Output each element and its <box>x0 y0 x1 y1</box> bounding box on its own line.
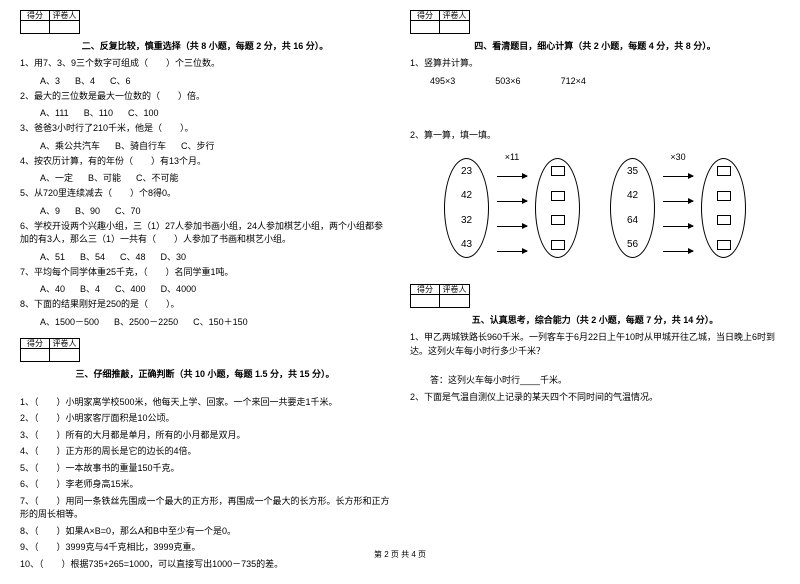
mult-label-1: ×11 <box>497 152 527 162</box>
answer-box[interactable] <box>551 166 565 176</box>
answer-box[interactable] <box>551 240 565 250</box>
page-footer: 第 2 页 共 4 页 <box>0 549 800 560</box>
score-box-5: 得分 评卷人 <box>410 284 780 308</box>
q3-1: 1、（ ）小明家离学校500米，他每天上学、回家。一个来回一共要走1千米。 <box>20 396 390 410</box>
mult-label-2: ×30 <box>663 152 693 162</box>
calc-a: 495×3 <box>430 76 455 86</box>
q3-8: 8、（ ）如果A×B=0，那么A和B中至少有一个是0。 <box>20 525 390 539</box>
q2-8-opts: A、1500－500B、2500－2250C、150＋150 <box>40 315 390 328</box>
q5-2: 2、下面是气温自测仪上记录的某天四个不同时间的气温情况。 <box>410 391 780 405</box>
arrow-icon <box>497 176 527 177</box>
score-box: 得分 评卷人 <box>20 10 390 34</box>
q2-5-opts: A、9B、90C、70 <box>40 204 390 217</box>
q2-3: 3、爸爸3小时行了210千米，他是（ ）。 <box>20 122 390 136</box>
diagram-row: 23 42 32 43 ×11 <box>410 152 780 264</box>
arrow-icon <box>663 251 693 252</box>
section-5-title: 五、认真思考，综合能力（共 2 小题，每题 7 分，共 14 分）。 <box>410 313 780 326</box>
score-box-4: 得分 评卷人 <box>410 10 780 34</box>
section-2-title: 二、反复比较，慎重选择（共 8 小题，每题 2 分，共 16 分）。 <box>20 39 390 52</box>
arrow-icon <box>497 226 527 227</box>
oval-right-2 <box>701 158 746 258</box>
answer-box[interactable] <box>717 215 731 225</box>
calc-row: 495×3 503×6 712×4 <box>430 76 780 86</box>
answer-box[interactable] <box>717 191 731 201</box>
q2-4-opts: A、一定B、可能C、不可能 <box>40 171 390 184</box>
q3-2: 2、（ ）小明家客厅面积是10公顷。 <box>20 412 390 426</box>
q4-1: 1、竖算并计算。 <box>410 57 780 71</box>
arrow-icon <box>497 201 527 202</box>
q2-1-opts: A、3B、4C、6 <box>40 74 390 87</box>
section-4-title: 四、看清题目，细心计算（共 2 小题，每题 4 分，共 8 分）。 <box>410 39 780 52</box>
q5-1: 1、甲乙两城铁路长960千米。一列客车于6月22日上午10时从甲城开往乙城，当日… <box>410 331 780 358</box>
arrow-icon <box>663 226 693 227</box>
answer-box[interactable] <box>551 191 565 201</box>
diagram-2: 35 42 64 56 ×30 <box>610 152 746 264</box>
answer-box[interactable] <box>717 166 731 176</box>
arrow-icon <box>663 201 693 202</box>
q5-1-answer: 答：这列火车每小时行____千米。 <box>430 373 780 386</box>
arrow-col-2 <box>663 164 693 264</box>
arrow-icon <box>497 251 527 252</box>
calc-b: 503×6 <box>495 76 520 86</box>
q2-3-opts: A、乘公共汽车B、骑自行车C、步行 <box>40 139 390 152</box>
calc-c: 712×4 <box>561 76 586 86</box>
grader-label: 评卷人 <box>50 11 79 21</box>
score-box-3: 得分 评卷人 <box>20 338 390 362</box>
q3-7: 7、（ ）用同一条铁丝先围成一个最大的正方形，再围成一个最大的长方形。长方形和正… <box>20 495 390 522</box>
q2-5: 5、从720里连续减去（ ）个8得0。 <box>20 187 390 201</box>
q2-2-opts: A、111B、110C、100 <box>40 106 390 119</box>
q2-6: 6、学校开设两个兴趣小组，三（1）27人参加书画小组，24人参加棋艺小组，两个小… <box>20 220 390 247</box>
q2-8: 8、下面的结果刚好是250的是（ ）。 <box>20 298 390 312</box>
q2-6-opts: A、51B、54C、48D、30 <box>40 250 390 263</box>
oval-left-1: 23 42 32 43 <box>444 158 489 258</box>
diagram-1: 23 42 32 43 ×11 <box>444 152 580 264</box>
oval-right-1 <box>535 158 580 258</box>
q3-4: 4、（ ）正方形的周长是它的边长的4倍。 <box>20 445 390 459</box>
answer-box[interactable] <box>717 240 731 250</box>
score-label: 得分 <box>21 11 49 21</box>
q2-7: 7、平均每个同学体重25千克，（ ）名同学重1吨。 <box>20 266 390 280</box>
q3-3: 3、（ ）所有的大月都是单月，所有的小月都是双月。 <box>20 429 390 443</box>
section-3-title: 三、仔细推敲，正确判断（共 10 小题，每题 1.5 分，共 15 分）。 <box>20 367 390 380</box>
answer-box[interactable] <box>551 215 565 225</box>
q2-7-opts: A、40B、4C、400D、4000 <box>40 282 390 295</box>
q4-2: 2、算一算，填一填。 <box>410 129 780 143</box>
q3-5: 5、（ ）一本故事书的重量150千克。 <box>20 462 390 476</box>
q3-6: 6、（ ）李老师身高15米。 <box>20 478 390 492</box>
q2-4: 4、按农历计算，有的年份（ ）有13个月。 <box>20 155 390 169</box>
q2-1: 1、用7、3、9三个数字可组成（ ）个三位数。 <box>20 57 390 71</box>
oval-left-2: 35 42 64 56 <box>610 158 655 258</box>
arrow-icon <box>663 176 693 177</box>
arrow-col-1 <box>497 164 527 264</box>
q2-2: 2、最大的三位数是最大一位数的（ ）倍。 <box>20 90 390 104</box>
